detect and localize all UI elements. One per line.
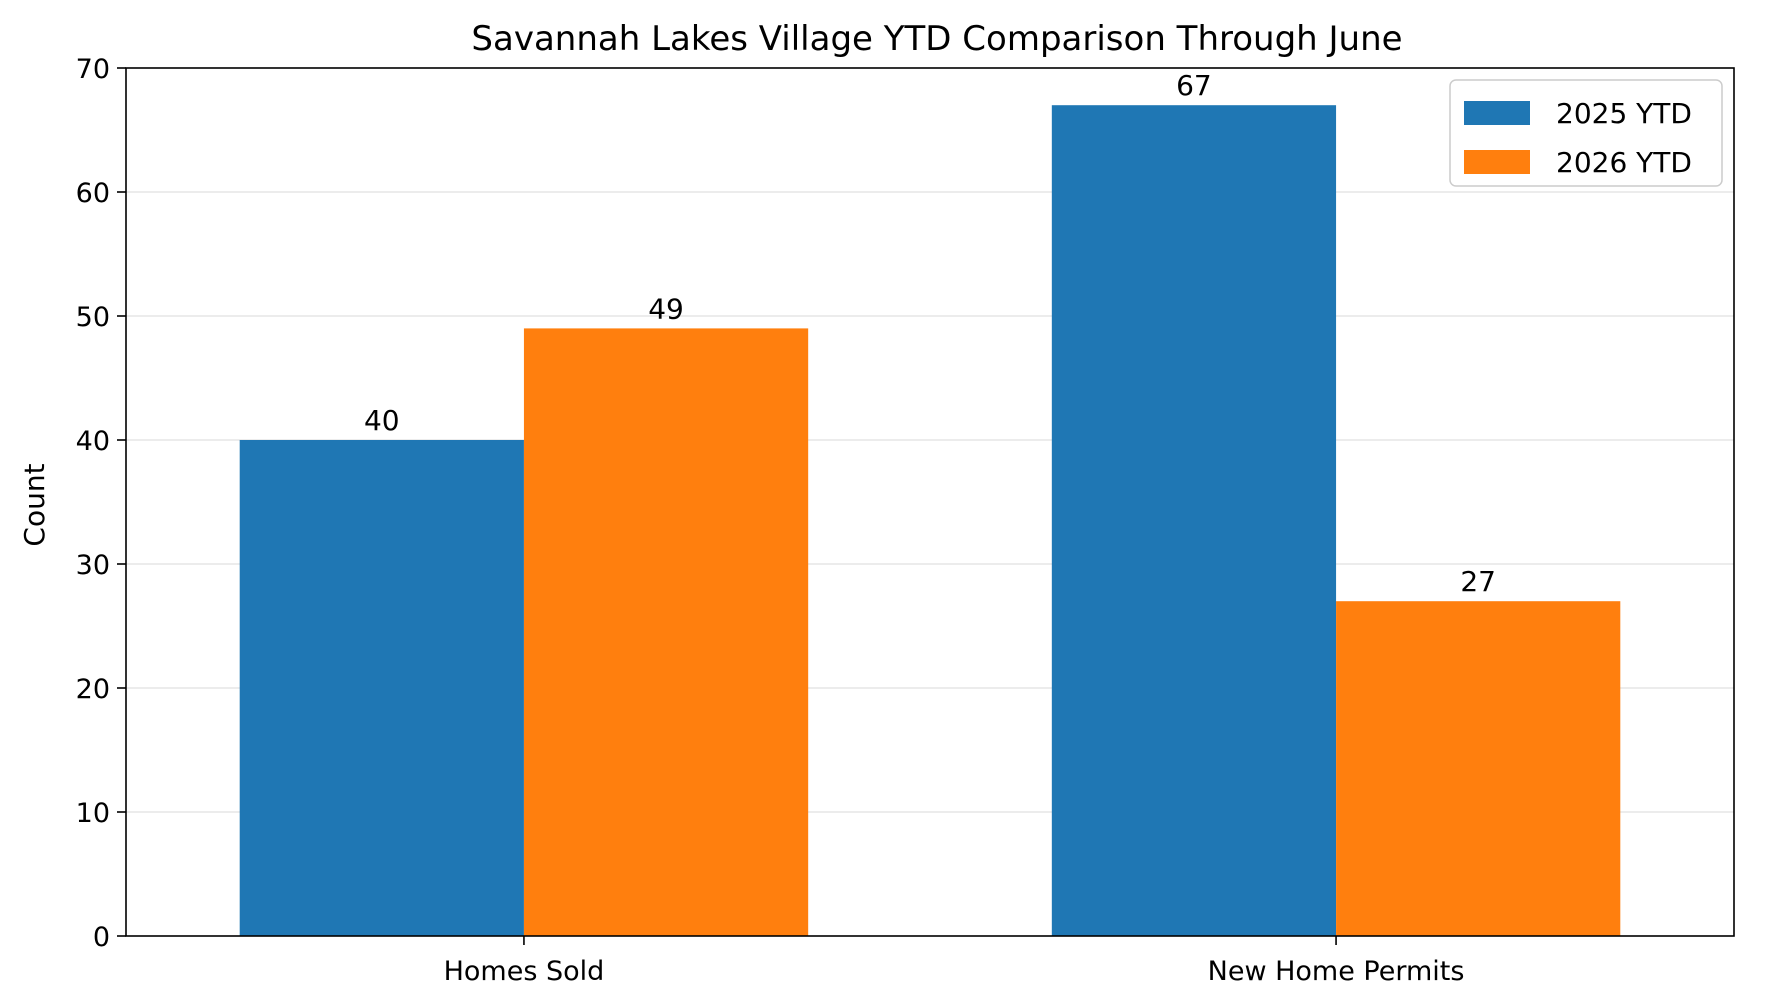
bar-labels: 40 67 49 27: [364, 69, 1496, 598]
bar-value-label: 49: [648, 292, 684, 325]
bars: [239, 105, 1621, 936]
legend: 2025 YTD 2026 YTD: [1449, 79, 1723, 187]
x-tick-label: New Home Permits: [1208, 956, 1465, 987]
x-tick-label: Homes Sold: [444, 956, 605, 987]
legend-label: 2025 YTD: [1556, 97, 1692, 130]
legend-swatch: [1464, 101, 1530, 125]
y-tick-label: 60: [76, 178, 110, 209]
y-tick-label: 50: [76, 302, 110, 333]
y-tick-label: 20: [76, 674, 110, 705]
y-tick-label: 0: [93, 922, 110, 953]
bar-value-label: 40: [364, 404, 400, 437]
legend-label: 2026 YTD: [1556, 146, 1692, 179]
y-tick-label: 70: [76, 54, 110, 85]
bar-value-label: 27: [1460, 565, 1496, 598]
x-axis: Homes Sold New Home Permits: [444, 936, 1465, 987]
bar-value-label: 67: [1176, 69, 1212, 102]
y-tick-label: 10: [76, 798, 110, 829]
y-tick-label: 40: [76, 426, 110, 457]
y-tick-label: 30: [76, 550, 110, 581]
bar-2025-ytd-1: [1051, 105, 1337, 936]
y-axis-label: Count: [18, 463, 51, 546]
bar-2025-ytd-0: [239, 440, 524, 936]
chart-title: Savannah Lakes Village YTD Comparison Th…: [471, 19, 1402, 59]
plot-frame: [125, 67, 1735, 937]
bar-2026-ytd-1: [1336, 601, 1621, 936]
legend-swatch: [1464, 150, 1530, 174]
y-axis: 0 10 20 30 40 50 60 70: [76, 54, 126, 953]
bar-2026-ytd-0: [523, 328, 809, 936]
